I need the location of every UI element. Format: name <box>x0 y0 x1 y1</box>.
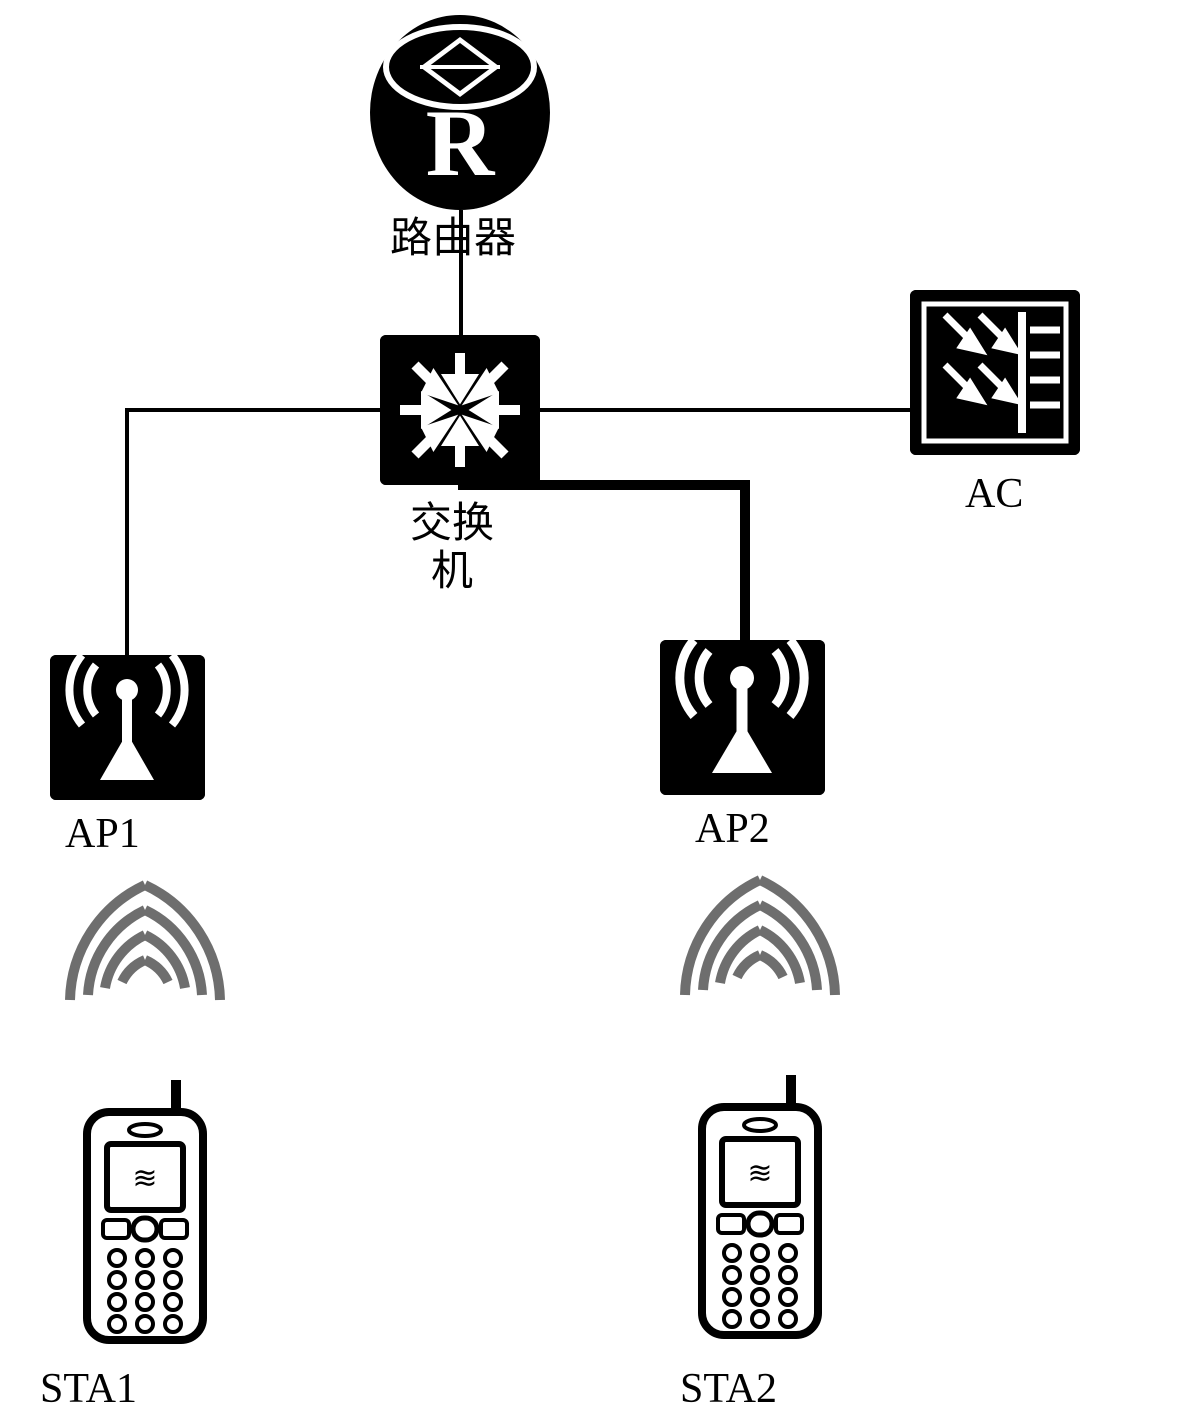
ap1-label: AP1 <box>65 810 140 858</box>
network-diagram: R 路由器 <box>0 0 1196 1401</box>
edge-switch-ap1-h <box>127 408 382 412</box>
sta1-node: ≋ <box>75 1080 215 1350</box>
router-label: 路由器 <box>390 215 516 263</box>
ap2-icon <box>660 640 825 795</box>
ap2-label: AP2 <box>695 805 770 853</box>
ac-label: AC <box>965 470 1023 518</box>
switch-icon <box>380 335 540 485</box>
ac-icon <box>910 290 1080 455</box>
ap2-node <box>660 640 825 795</box>
phone-icon: ≋ <box>690 1075 830 1345</box>
svg-text:R: R <box>426 90 496 196</box>
sta1-label: STA1 <box>40 1365 137 1413</box>
edge-switch-ac <box>540 408 912 412</box>
svg-text:≋: ≋ <box>132 1162 157 1195</box>
edge-switch-ap2-v <box>740 480 750 642</box>
router-icon: R <box>370 15 550 210</box>
phone-icon: ≋ <box>75 1080 215 1350</box>
sta2-label: STA2 <box>680 1365 777 1413</box>
svg-text:≋: ≋ <box>747 1157 772 1190</box>
sta2-node: ≋ <box>690 1075 830 1345</box>
ap1-node <box>50 655 205 800</box>
edge-switch-ap1-v <box>125 408 129 657</box>
ap1-signal-icon <box>60 870 230 1040</box>
switch-node <box>380 335 540 485</box>
ap1-icon <box>50 655 205 800</box>
ap2-signal-icon <box>675 865 845 1035</box>
ac-node <box>910 290 1080 455</box>
switch-label: 交换 机 <box>410 500 494 597</box>
router-node: R <box>370 15 550 210</box>
